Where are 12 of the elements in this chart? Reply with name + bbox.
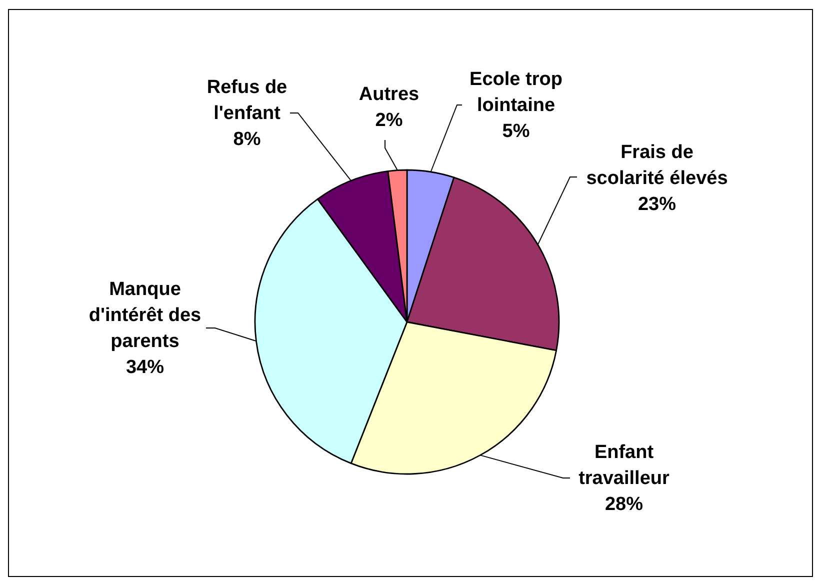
data-label: 34% (126, 356, 164, 378)
data-label: 5% (502, 120, 530, 142)
slice-label: Autres (358, 84, 420, 104)
data-label: 2% (375, 110, 403, 130)
data-label: 28% (604, 494, 644, 514)
slice-label: Manque d'intérêt des parents (88, 278, 202, 352)
data-label: 8% (233, 128, 261, 150)
slice-label: Ecole trop lointaine (470, 68, 562, 116)
data-label: 23% (638, 194, 676, 214)
slice-label: Refus de l'enfant (206, 76, 288, 124)
slice-label: Enfant travailleur (578, 442, 670, 488)
slice-label: Frais de scolarité élevés (586, 142, 728, 188)
